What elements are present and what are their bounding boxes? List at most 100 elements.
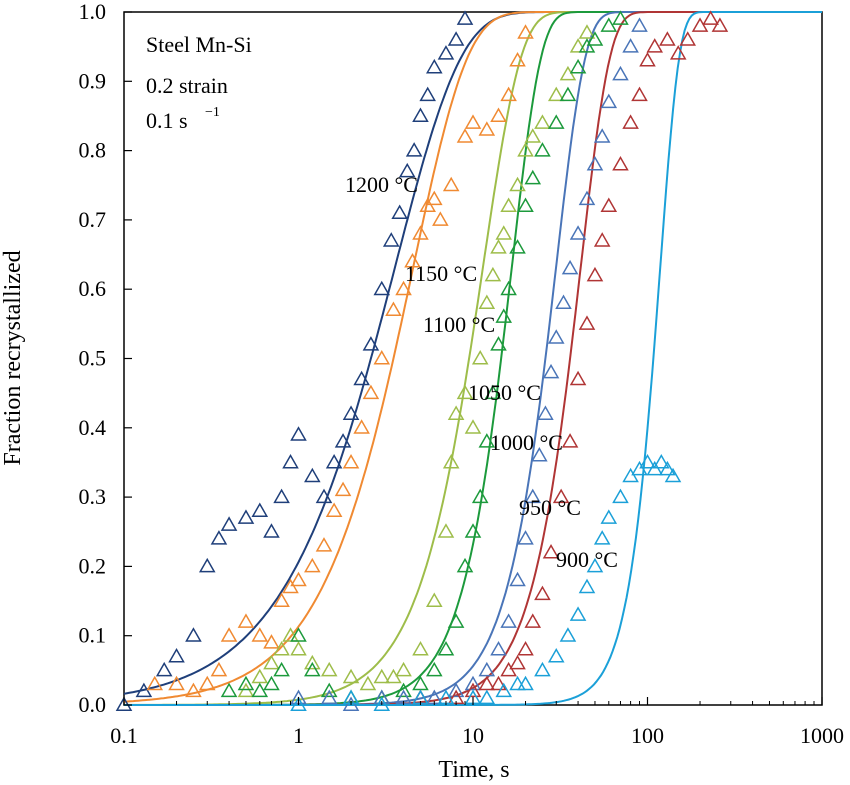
data-point	[561, 259, 579, 275]
data-point	[290, 696, 307, 711]
data-point	[547, 114, 565, 129]
data-point	[524, 128, 542, 143]
data-point	[425, 190, 443, 206]
y-tick-label: 0.8	[79, 138, 107, 163]
data-point	[251, 502, 269, 517]
data-point	[500, 197, 517, 213]
data-point	[425, 592, 443, 608]
data-point	[622, 467, 639, 483]
data-point	[325, 453, 343, 469]
data-point	[442, 176, 460, 192]
data-point	[653, 453, 670, 469]
data-point	[646, 460, 664, 476]
data-point	[478, 294, 496, 310]
data-point	[646, 38, 664, 53]
y-tick-label: 0.3	[79, 484, 107, 509]
label-1100: 1100 °C	[423, 312, 495, 337]
data-point	[586, 155, 604, 171]
data-point	[395, 661, 412, 677]
data-point	[490, 641, 507, 656]
data-point	[547, 86, 565, 102]
data-point	[500, 86, 517, 102]
data-point	[412, 641, 429, 656]
data-point	[631, 17, 648, 32]
data-point	[185, 627, 202, 642]
data-point	[185, 682, 202, 698]
data-point	[471, 349, 489, 365]
data-point	[395, 280, 412, 296]
data-point	[478, 661, 496, 677]
data-point	[315, 488, 333, 504]
data-point	[578, 190, 596, 206]
data-point	[659, 31, 676, 46]
data-point	[669, 45, 687, 60]
data-point	[135, 682, 153, 698]
data-point	[600, 17, 618, 32]
data-point	[220, 627, 238, 642]
x-axis-title: Time, s	[438, 757, 509, 783]
strain-label: 0.2 strain	[146, 73, 228, 98]
data-point	[359, 675, 377, 691]
data-point	[612, 488, 629, 504]
y-tick-label: 0.2	[79, 553, 107, 578]
data-point	[484, 266, 502, 282]
data-point	[425, 58, 443, 74]
data-point	[155, 661, 173, 677]
data-point	[251, 627, 269, 642]
data-point	[353, 419, 370, 434]
data-point	[404, 252, 421, 268]
data-point	[578, 315, 596, 330]
data-point	[320, 661, 338, 677]
y-tick-label: 1.0	[79, 0, 107, 24]
data-points	[115, 10, 729, 711]
data-point	[517, 675, 534, 691]
label-900: 900 °C	[556, 547, 618, 572]
data-point	[456, 384, 474, 400]
data-point	[290, 641, 307, 656]
data-point	[398, 162, 416, 178]
data-point	[711, 17, 729, 32]
data-point	[290, 571, 307, 587]
y-tick-label: 0.6	[79, 276, 107, 301]
data-point	[517, 641, 534, 656]
data-point	[464, 419, 482, 434]
data-point	[534, 114, 551, 129]
y-tick-label: 0.0	[79, 692, 107, 717]
data-point	[659, 460, 676, 476]
data-point	[578, 24, 596, 39]
data-point	[495, 682, 513, 698]
data-point	[425, 661, 443, 677]
y-axis-title: Fraction recrystallized	[0, 250, 26, 465]
data-point	[362, 384, 380, 400]
data-point	[412, 225, 429, 240]
data-point	[537, 405, 554, 420]
data-point	[559, 627, 577, 642]
data-point	[552, 488, 570, 504]
data-point	[612, 155, 629, 171]
data-point	[691, 17, 709, 32]
data-point	[198, 675, 216, 691]
data-point	[517, 24, 534, 39]
data-point	[391, 204, 408, 219]
data-point	[622, 114, 639, 129]
data-point	[385, 668, 402, 684]
data-point	[412, 675, 429, 691]
data-point	[559, 65, 577, 81]
data-point	[315, 537, 333, 552]
data-point	[569, 606, 587, 621]
label-950: 950 °C	[519, 495, 581, 520]
data-point	[334, 433, 352, 448]
data-point	[432, 211, 449, 226]
data-point	[524, 169, 542, 185]
x-tick-label: 100	[631, 723, 664, 748]
data-point	[490, 336, 507, 351]
data-point	[464, 675, 482, 691]
data-point	[210, 530, 228, 545]
data-point	[586, 31, 604, 46]
data-point	[456, 128, 474, 143]
label-1150: 1150 °C	[405, 261, 477, 286]
data-point	[569, 58, 587, 74]
data-point	[593, 128, 611, 143]
data-point	[586, 557, 604, 573]
